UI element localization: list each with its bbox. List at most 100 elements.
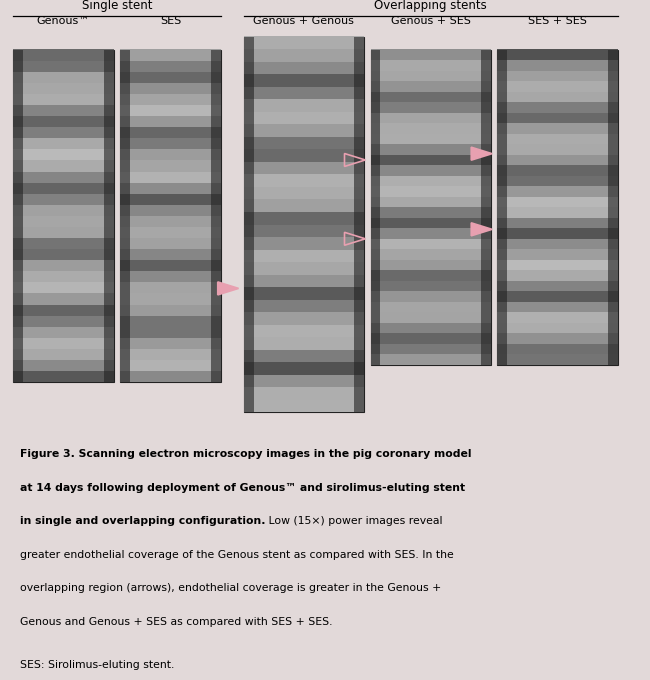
Bar bbox=[13, 326, 114, 338]
Bar bbox=[13, 371, 114, 382]
Bar bbox=[244, 350, 364, 362]
Bar bbox=[244, 375, 364, 388]
Bar bbox=[120, 271, 221, 282]
Bar bbox=[120, 326, 221, 338]
Bar bbox=[120, 205, 221, 216]
Bar bbox=[120, 193, 221, 205]
Bar bbox=[370, 133, 491, 144]
Bar bbox=[497, 143, 618, 155]
Bar bbox=[481, 50, 491, 365]
Bar bbox=[370, 143, 491, 155]
Bar bbox=[120, 50, 221, 382]
Text: Low (15×) power images reveal: Low (15×) power images reveal bbox=[265, 516, 443, 526]
Bar bbox=[244, 37, 364, 412]
Bar bbox=[497, 165, 618, 175]
Bar bbox=[244, 99, 364, 112]
Bar bbox=[497, 49, 618, 60]
Bar bbox=[497, 50, 507, 365]
Bar bbox=[497, 81, 618, 92]
Bar bbox=[120, 82, 221, 94]
Bar bbox=[370, 197, 491, 207]
Bar bbox=[370, 154, 491, 165]
Bar bbox=[370, 165, 491, 175]
Bar bbox=[497, 70, 618, 81]
Bar bbox=[244, 149, 364, 162]
Bar bbox=[244, 36, 364, 49]
Bar bbox=[104, 50, 114, 382]
Bar bbox=[370, 280, 491, 291]
Text: SES: SES bbox=[160, 16, 181, 26]
Bar bbox=[370, 81, 491, 92]
Bar bbox=[497, 301, 618, 312]
Bar bbox=[13, 182, 114, 194]
Bar bbox=[244, 337, 364, 350]
Bar bbox=[497, 333, 618, 344]
Bar bbox=[244, 74, 364, 87]
Bar bbox=[244, 311, 364, 325]
Text: Genous and Genous + SES as compared with SES + SES.: Genous and Genous + SES as compared with… bbox=[20, 617, 332, 627]
Bar bbox=[497, 280, 618, 291]
Text: Genous + Genous: Genous + Genous bbox=[254, 16, 354, 26]
Bar bbox=[370, 123, 491, 134]
Bar bbox=[497, 322, 618, 333]
Bar bbox=[370, 91, 491, 102]
Polygon shape bbox=[471, 147, 492, 160]
Bar bbox=[370, 228, 491, 239]
Bar bbox=[370, 218, 491, 228]
Bar bbox=[497, 218, 618, 228]
Bar bbox=[370, 112, 491, 123]
Text: Genous + SES: Genous + SES bbox=[391, 16, 471, 26]
Bar bbox=[13, 49, 114, 61]
Bar bbox=[370, 301, 491, 312]
Text: greater endothelial coverage of the Genous stent as compared with SES. In the: greater endothelial coverage of the Geno… bbox=[20, 549, 453, 560]
Bar bbox=[244, 237, 364, 250]
Bar bbox=[120, 160, 221, 171]
Bar bbox=[120, 360, 221, 371]
Bar bbox=[244, 224, 364, 237]
Text: Figure 3. Scanning electron microscopy images in the pig coronary model: Figure 3. Scanning electron microscopy i… bbox=[20, 449, 471, 459]
Bar bbox=[244, 124, 364, 137]
Bar bbox=[244, 249, 364, 262]
Bar bbox=[370, 50, 380, 365]
Bar bbox=[120, 216, 221, 227]
Bar bbox=[244, 161, 364, 175]
Bar bbox=[370, 270, 491, 281]
Text: Overlapping stents: Overlapping stents bbox=[374, 0, 487, 12]
Bar bbox=[244, 186, 364, 199]
Bar bbox=[120, 94, 221, 105]
Bar bbox=[370, 312, 491, 323]
Bar bbox=[370, 291, 491, 302]
Bar bbox=[370, 186, 491, 197]
Bar bbox=[370, 322, 491, 333]
Bar bbox=[244, 299, 364, 312]
Bar bbox=[120, 316, 221, 326]
Bar bbox=[497, 186, 618, 197]
Bar bbox=[13, 337, 114, 349]
Text: Single stent: Single stent bbox=[82, 0, 152, 12]
Polygon shape bbox=[218, 282, 239, 295]
Bar bbox=[13, 360, 114, 371]
Bar bbox=[120, 304, 221, 316]
Bar bbox=[497, 239, 618, 250]
Bar bbox=[13, 226, 114, 238]
Bar bbox=[244, 399, 364, 412]
Bar bbox=[370, 60, 491, 71]
Bar bbox=[370, 207, 491, 218]
Text: SES: Sirolimus-eluting stent.: SES: Sirolimus-eluting stent. bbox=[20, 660, 174, 670]
Bar bbox=[608, 50, 617, 365]
Bar bbox=[13, 160, 114, 171]
Bar bbox=[13, 138, 114, 150]
Bar bbox=[120, 293, 221, 305]
Bar bbox=[497, 249, 618, 260]
Bar bbox=[497, 270, 618, 281]
Bar bbox=[370, 343, 491, 354]
Bar bbox=[497, 291, 618, 302]
Bar bbox=[497, 133, 618, 144]
Bar bbox=[497, 312, 618, 323]
Bar bbox=[120, 249, 221, 260]
Bar bbox=[497, 175, 618, 186]
Bar bbox=[244, 49, 364, 62]
Text: at 14 days following deployment of Genous™ and sirolimus-eluting stent: at 14 days following deployment of Genou… bbox=[20, 483, 465, 493]
Bar bbox=[497, 60, 618, 71]
Bar bbox=[120, 348, 221, 360]
